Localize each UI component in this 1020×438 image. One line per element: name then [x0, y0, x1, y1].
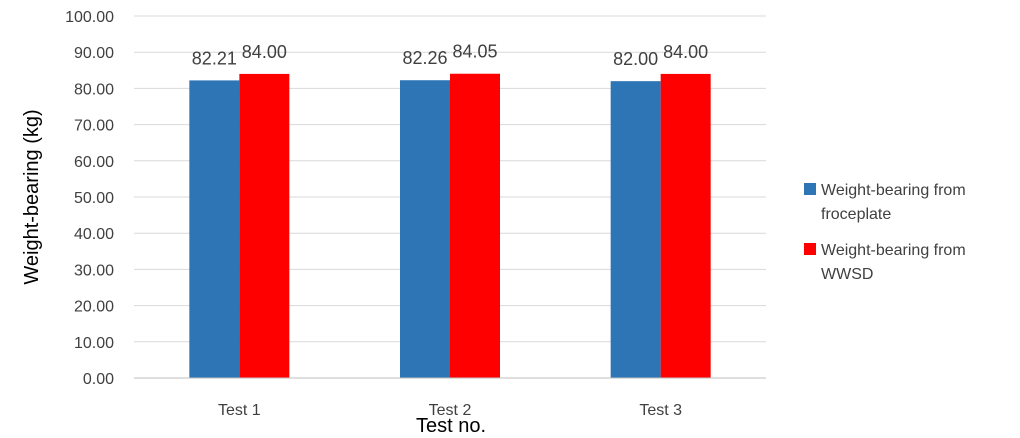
data-label: 82.26 — [402, 48, 447, 68]
x-tick-label: Test 1 — [218, 402, 261, 419]
data-label: 82.00 — [613, 49, 658, 69]
data-label: 82.21 — [192, 48, 237, 68]
bar — [189, 80, 240, 378]
y-tick-label: 10.00 — [74, 335, 114, 352]
x-axis-ticks: Test 1 Test 2 Test 3 — [218, 402, 682, 419]
legend-label: Weight-bearing from — [821, 242, 966, 259]
y-tick-label: 70.00 — [74, 118, 114, 135]
y-tick-label: 0.00 — [83, 371, 114, 388]
legend-swatch — [804, 243, 816, 255]
bar — [610, 81, 661, 378]
y-tick-label: 80.00 — [74, 81, 114, 98]
y-tick-label: 40.00 — [74, 226, 114, 243]
data-label: 84.00 — [242, 42, 287, 62]
y-tick-label: 90.00 — [74, 45, 114, 62]
data-labels: 82.21 84.00 82.26 84.05 82.00 84.00 — [192, 42, 708, 69]
x-tick-label: Test 3 — [639, 402, 682, 419]
legend-label: Weight-bearing from — [821, 182, 966, 199]
bar — [450, 73, 500, 378]
y-axis-ticks: 0.00 10.00 20.00 30.00 40.00 50.00 60.00 70.00 8… — [65, 9, 114, 388]
x-tick-label: Test 2 — [429, 402, 472, 419]
legend-label: WWSD — [821, 266, 873, 283]
y-tick-label: 50.00 — [74, 190, 114, 207]
y-axis-title: Weight-bearing (kg) — [21, 109, 43, 284]
y-tick-label: 20.00 — [74, 299, 114, 316]
data-label: 84.00 — [663, 42, 708, 62]
legend: Weight-bearing from froceplate Weight-bear… — [804, 182, 966, 283]
data-label: 84.05 — [452, 42, 497, 62]
x-axis-title: Test no. — [416, 415, 486, 437]
bar — [239, 73, 290, 379]
bars — [189, 73, 711, 379]
legend-label: froceplate — [821, 206, 891, 223]
y-tick-label: 30.00 — [74, 262, 114, 279]
bar — [400, 80, 450, 378]
y-tick-label: 60.00 — [74, 154, 114, 171]
legend-swatch — [804, 183, 816, 195]
bar — [660, 73, 711, 379]
y-tick-label: 100.00 — [65, 9, 114, 26]
